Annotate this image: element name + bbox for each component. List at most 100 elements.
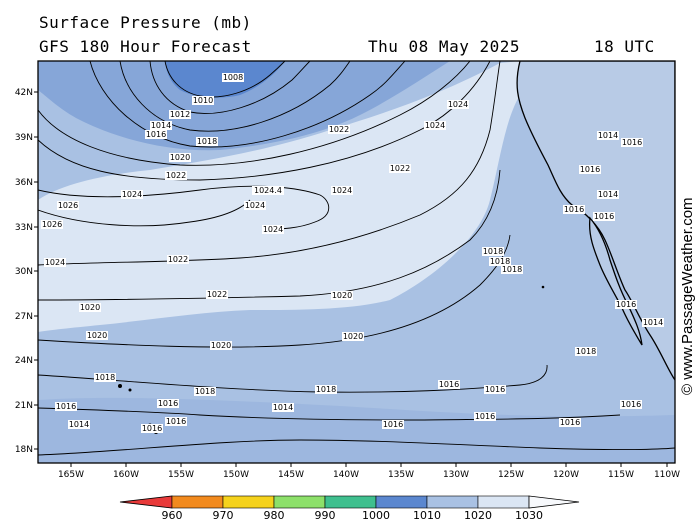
isobar-label: 1016 xyxy=(559,418,581,427)
svg-text:1018: 1018 xyxy=(316,385,336,394)
forecast-time: 18 UTC xyxy=(594,37,655,56)
colorbar-segment xyxy=(324,495,377,509)
isobar-label: 1020 xyxy=(331,291,353,300)
svg-text:1024: 1024 xyxy=(263,225,283,234)
svg-text:1022: 1022 xyxy=(207,290,227,299)
isobar-label: 1016 xyxy=(563,205,585,214)
isobar-label: 1018 xyxy=(489,257,511,266)
lon-label: 115W xyxy=(608,470,634,480)
band-1010-1020-low xyxy=(38,61,450,151)
map-title: Surface Pressure (mb) xyxy=(39,13,252,32)
isobar-label: 1016 xyxy=(615,300,637,309)
svg-text:1016: 1016 xyxy=(146,130,166,139)
svg-text:1016: 1016 xyxy=(622,138,642,147)
svg-text:1014: 1014 xyxy=(151,121,171,130)
lat-label: 39N xyxy=(15,133,33,143)
svg-text:1024.4: 1024.4 xyxy=(254,186,282,195)
isobar-label: 1022 xyxy=(165,171,187,180)
isobar-label: 1016 xyxy=(474,412,496,421)
isobar-label: 1018 xyxy=(196,137,218,146)
lat-label: 21N xyxy=(15,401,33,411)
isobar-label: 1022 xyxy=(206,290,228,299)
svg-text:1014: 1014 xyxy=(69,420,89,429)
lon-label: 130W xyxy=(443,470,469,480)
isobar-label: 1016 xyxy=(141,424,163,433)
svg-text:1016: 1016 xyxy=(580,165,600,174)
lon-label: 120W xyxy=(553,470,579,480)
lon-label: 165W xyxy=(58,470,84,480)
svg-text:© www.PassageWeather.com: © www.PassageWeather.com xyxy=(679,197,696,395)
isobar-label: 1026 xyxy=(41,220,63,229)
map-frame xyxy=(37,60,676,464)
svg-text:1024: 1024 xyxy=(332,186,352,195)
svg-text:1016: 1016 xyxy=(616,300,636,309)
svg-text:1026: 1026 xyxy=(58,201,78,210)
svg-text:1018: 1018 xyxy=(502,265,522,274)
isobar-label: 1020 xyxy=(210,341,232,350)
longitude-axis: 165W 160W 155W 150W 145W 140W 135W 130W 125W 120W… xyxy=(58,463,680,480)
svg-text:1016: 1016 xyxy=(594,212,614,221)
colorbar-segment xyxy=(477,495,530,509)
svg-text:1026: 1026 xyxy=(42,220,62,229)
lat-label: 42N xyxy=(15,88,33,98)
lon-label: 160W xyxy=(113,470,139,480)
isobar-label: 1020 xyxy=(169,153,191,162)
isobar-label: 1024.4 xyxy=(252,186,284,195)
isobar-label: 1018 xyxy=(94,373,116,382)
lon-label: 140W xyxy=(333,470,359,480)
isobar-label: 1024 xyxy=(424,121,446,130)
isobar-label: 1016 xyxy=(579,165,601,174)
svg-text:1014: 1014 xyxy=(273,403,293,412)
svg-text:1022: 1022 xyxy=(168,255,188,264)
isobar-label: 1016 xyxy=(484,385,506,394)
isobar-label: 1020 xyxy=(79,303,101,312)
isobar-label: 1024 xyxy=(331,186,353,195)
svg-text:1018: 1018 xyxy=(197,137,217,146)
lon-label: 135W xyxy=(388,470,414,480)
svg-text:1014: 1014 xyxy=(598,131,618,140)
lon-label: 125W xyxy=(498,470,524,480)
svg-text:1020: 1020 xyxy=(332,291,352,300)
isobar-label: 1016 xyxy=(593,212,615,221)
isobar-label: 1020 xyxy=(342,332,364,341)
credit-text: © www.PassageWeather.com xyxy=(679,197,696,395)
land-baja xyxy=(588,216,643,346)
lon-label: 110W xyxy=(654,470,680,480)
colorbar-label: 1010 xyxy=(413,509,441,522)
svg-text:1012: 1012 xyxy=(170,110,190,119)
svg-text:1016: 1016 xyxy=(56,402,76,411)
svg-text:1022: 1022 xyxy=(166,171,186,180)
svg-text:1018: 1018 xyxy=(483,247,503,256)
isobar-label: 1016 xyxy=(165,417,187,426)
svg-text:1022: 1022 xyxy=(390,164,410,173)
lon-label: 155W xyxy=(168,470,194,480)
colorbar-label: 980 xyxy=(264,509,285,522)
lat-label: 24N xyxy=(15,356,33,366)
isobar-labels: 1008101010121014101610181020102210241024… xyxy=(41,73,664,433)
colorbar-label: 1020 xyxy=(464,509,492,522)
svg-text:1020: 1020 xyxy=(170,153,190,162)
isobar-label: 1014 xyxy=(272,403,294,412)
isobar-label: 1024 xyxy=(244,201,266,210)
lat-label: 30N xyxy=(15,267,33,277)
colorbar-label: 990 xyxy=(315,509,336,522)
isobar-label: 1024 xyxy=(262,225,284,234)
isobar-label: 1016 xyxy=(438,380,460,389)
colorbar-label: 1030 xyxy=(515,509,543,522)
colorbar-segment xyxy=(171,495,224,509)
colorbar-label: 960 xyxy=(162,509,183,522)
isobar-label: 1014 xyxy=(642,318,664,327)
svg-text:1016: 1016 xyxy=(560,418,580,427)
colorbar-label: 970 xyxy=(213,509,234,522)
svg-text:1024: 1024 xyxy=(425,121,445,130)
svg-text:1016: 1016 xyxy=(383,420,403,429)
forecast-date: Thu 08 May 2025 xyxy=(368,37,520,56)
isobar-label: 1016 xyxy=(621,138,643,147)
colorbar-segment xyxy=(222,495,275,509)
lat-label: 27N xyxy=(15,312,33,322)
isobar-label: 1016 xyxy=(382,420,404,429)
isobar-label: 1022 xyxy=(167,255,189,264)
lat-label: 33N xyxy=(15,223,33,233)
svg-text:1016: 1016 xyxy=(564,205,584,214)
isobar-label: 1016 xyxy=(55,402,77,411)
